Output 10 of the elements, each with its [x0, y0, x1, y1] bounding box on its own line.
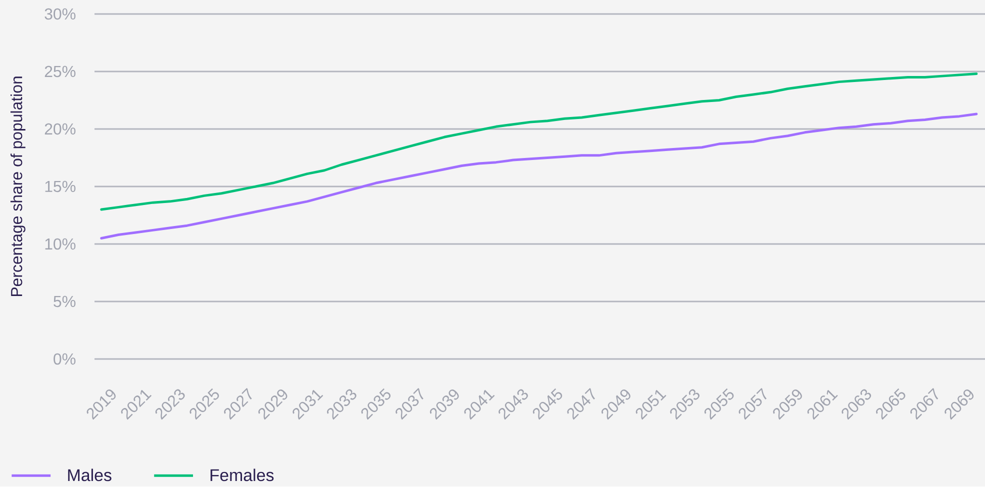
y-tick-label: 0%: [54, 354, 76, 365]
y-tick-label: 15%: [45, 181, 76, 192]
y-tick-label: 30%: [44, 8, 76, 20]
legend-label: Females: [210, 468, 274, 482]
legend-label: Males: [68, 468, 112, 482]
y-tick-label: 20%: [44, 124, 76, 135]
y-axis-title: Percentage share of population: [10, 76, 26, 296]
y-tick-label: 5%: [54, 296, 76, 308]
y-tick-label: 10%: [45, 238, 76, 250]
y-tick-label: 25%: [44, 66, 76, 78]
